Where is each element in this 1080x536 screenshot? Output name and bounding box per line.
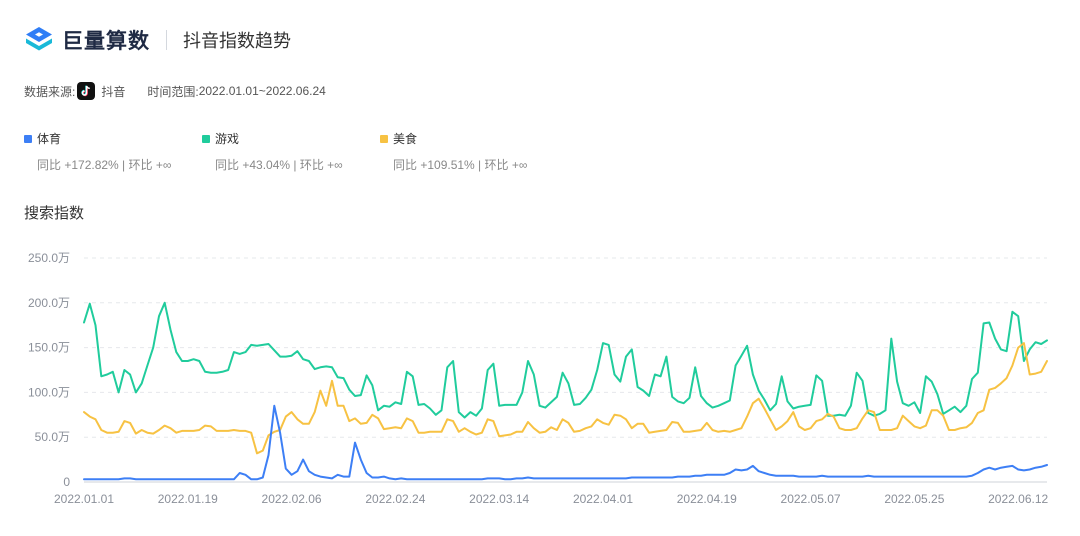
time-range-value: 2022.01.01~2022.06.24 — [198, 84, 326, 98]
app-header: 巨量算数 抖音指数趋势 — [24, 22, 291, 58]
y-tick-label: 200.0万 — [28, 296, 70, 310]
x-tick-label: 2022.06.12 — [988, 492, 1048, 506]
y-tick-label: 100.0万 — [28, 385, 70, 399]
legend-item-sports[interactable]: 体育 同比 +172.82% | 环比 +∞ — [24, 130, 212, 173]
legend-compare: 同比 +43.04% | 环比 +∞ — [215, 158, 343, 172]
series-line-体育[interactable] — [83, 404, 1048, 481]
legend: 体育 同比 +172.82% | 环比 +∞ 游戏 同比 +43.04% | 环… — [24, 130, 568, 173]
page-title: 抖音指数趋势 — [183, 31, 291, 51]
x-tick-label: 2022.02.06 — [262, 492, 322, 506]
brand-logo-icon — [26, 27, 52, 51]
series-line-游戏[interactable] — [83, 301, 1048, 419]
brand-name[interactable]: 巨量算数 — [62, 30, 150, 53]
x-tick-label: 2022.01.01 — [54, 492, 114, 506]
x-tick-label: 2022.04.01 — [573, 492, 633, 506]
time-range-label: 时间范围: — [147, 84, 199, 99]
y-tick-label: 0 — [63, 475, 70, 489]
source-platform: 抖音 — [101, 84, 126, 99]
legend-swatch — [24, 134, 32, 143]
x-tick-label: 2022.01.19 — [158, 492, 218, 506]
legend-compare: 同比 +109.51% | 环比 +∞ — [393, 158, 528, 172]
legend-label: 游戏 — [215, 132, 240, 146]
series-line-美食[interactable] — [83, 342, 1048, 455]
legend-compare: 同比 +172.82% | 环比 +∞ — [37, 158, 172, 172]
search-index-chart: 0 50.0万 100.0万 150.0万 200.0万 250.0万 2022.01.01… — [28, 251, 1049, 506]
x-tick-label: 2022.05.25 — [884, 492, 944, 506]
x-tick-label: 2022.03.14 — [469, 492, 529, 506]
legend-item-food[interactable]: 美食 同比 +109.51% | 环比 +∞ — [380, 130, 568, 173]
y-tick-label: 50.0万 — [35, 430, 70, 444]
douyin-icon — [77, 82, 96, 100]
legend-label: 美食 — [393, 132, 418, 146]
x-tick-label: 2022.02.24 — [365, 492, 425, 506]
section-title: 搜索指数 — [24, 205, 85, 222]
header-divider — [166, 30, 167, 50]
legend-swatch — [380, 134, 388, 143]
y-tick-label: 150.0万 — [28, 341, 70, 355]
y-tick-label: 250.0万 — [28, 251, 70, 265]
legend-item-games[interactable]: 游戏 同比 +43.04% | 环比 +∞ — [202, 130, 390, 173]
x-tick-label: 2022.04.19 — [677, 492, 737, 506]
x-tick-label: 2022.05.07 — [781, 492, 841, 506]
legend-swatch — [202, 134, 210, 143]
legend-label: 体育 — [37, 132, 62, 146]
source-label: 数据来源: — [24, 84, 76, 99]
data-source-row: 数据来源: 抖音 时间范围: 2022.01.01~2022.06.24 — [24, 82, 326, 100]
